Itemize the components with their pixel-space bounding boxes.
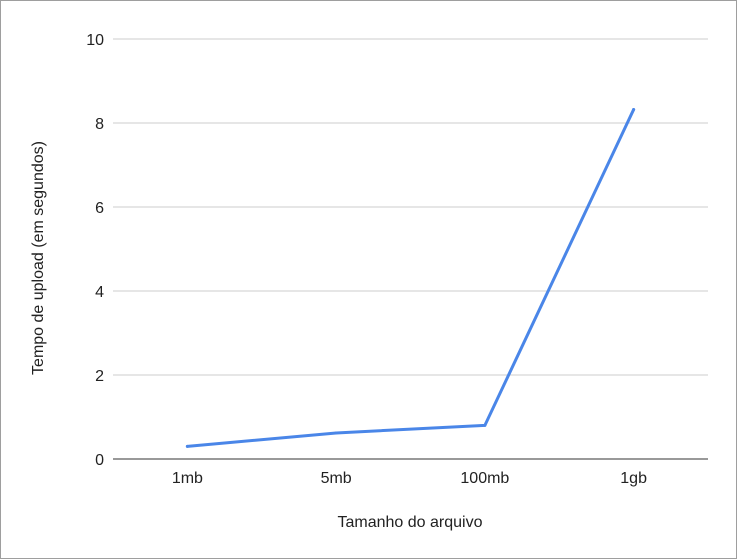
x-axis-title: Tamanho do arquivo (338, 514, 483, 531)
x-axis-ticks: 1mb 5mb 100mb 1gb (172, 470, 647, 487)
gridlines (113, 38, 708, 376)
x-tick-label: 100mb (460, 470, 509, 487)
x-tick-label: 5mb (321, 470, 352, 487)
data-point (483, 423, 487, 427)
y-axis-ticks: 0 2 4 6 8 10 (86, 32, 104, 469)
series-line-0 (185, 108, 636, 448)
y-tick-label: 10 (86, 32, 104, 49)
data-point (185, 444, 189, 448)
series-lines (185, 108, 636, 448)
data-point (632, 108, 636, 112)
x-tick-label: 1gb (620, 470, 647, 487)
y-axis-title: Tempo de upload (em segundos) (30, 141, 47, 375)
data-point (334, 431, 338, 435)
y-tick-label: 6 (95, 200, 104, 217)
y-tick-label: 8 (95, 116, 104, 133)
x-tick-label: 1mb (172, 470, 203, 487)
y-tick-label: 2 (95, 368, 104, 385)
y-tick-label: 0 (95, 452, 104, 469)
y-tick-label: 4 (95, 284, 104, 301)
